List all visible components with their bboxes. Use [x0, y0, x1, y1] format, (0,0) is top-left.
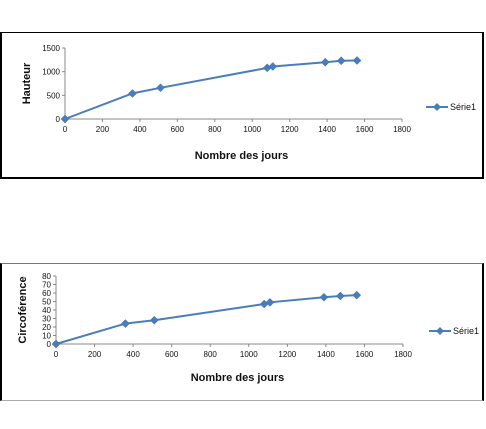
- chart-hauteur-svg: 0 500 1000 1500 0 200 400 600 800 1000 1200 1400 160…: [21, 44, 476, 162]
- y-tick-label: 0: [56, 115, 61, 124]
- legend-label: Série1: [450, 102, 476, 112]
- x-tick-label: 400: [133, 125, 147, 134]
- data-point-marker: [352, 290, 362, 300]
- x-tick-label: 0: [63, 125, 68, 134]
- data-point-marker: [320, 57, 330, 67]
- data-point-marker: [336, 56, 346, 66]
- x-tick-label: 1600: [356, 125, 374, 134]
- series-line: [55, 294, 357, 345]
- data-point-marker: [51, 339, 61, 349]
- chart-hauteur: 0 500 1000 1500 0 200 400 600 800 1000 1200 1400 160…: [0, 32, 484, 179]
- x-tick-label: 1000: [243, 125, 261, 134]
- x-tick-label: 1200: [281, 125, 299, 134]
- x-tick-label: 1400: [317, 350, 335, 359]
- data-point-marker: [60, 114, 70, 124]
- y-tick-label: 20: [42, 323, 51, 332]
- x-tick-label: 600: [165, 350, 179, 359]
- y-axis-title: Hauteur: [21, 62, 33, 104]
- chart-circonference: 0 10 20 30 40 50 60 70 80 0 200 400 600 800 1000 1200 14…: [0, 263, 484, 401]
- x-tick-label: 800: [204, 350, 218, 359]
- y-tick-label: 80: [42, 272, 51, 281]
- x-tick-label: 0: [54, 350, 59, 359]
- x-tick-label: 1800: [394, 350, 412, 359]
- x-tick-label: 800: [208, 125, 222, 134]
- y-tick-label: 70: [42, 281, 51, 290]
- y-tick-label: 50: [42, 298, 51, 307]
- data-point-marker: [156, 83, 165, 93]
- y-tick-label: 40: [42, 306, 51, 315]
- data-point-marker: [128, 89, 137, 98]
- series-line: [64, 59, 358, 120]
- y-axis-title: Circoférence: [17, 276, 29, 343]
- legend-marker: [433, 103, 441, 111]
- y-tick-label: 500: [47, 91, 61, 100]
- data-point-marker: [265, 297, 275, 307]
- y-tick-label: 1000: [42, 68, 60, 77]
- y-tick-label: 0: [47, 340, 52, 349]
- y-tick-label: 60: [42, 289, 51, 298]
- x-tick-label: 600: [171, 125, 185, 134]
- x-tick-label: 200: [96, 125, 110, 134]
- y-tick-label: 30: [42, 315, 51, 324]
- data-point-marker: [268, 62, 278, 71]
- legend-marker: [436, 327, 444, 335]
- y-tick-label: 10: [42, 332, 51, 341]
- data-point-marker: [352, 56, 362, 65]
- y-tick-label: 1500: [42, 44, 60, 53]
- x-tick-label: 1000: [240, 350, 258, 359]
- data-point-marker: [121, 319, 130, 328]
- data-point-marker: [319, 292, 329, 302]
- x-axis-title: Nombre des jours: [191, 372, 285, 384]
- x-tick-label: 200: [88, 350, 102, 359]
- legend-label: Série1: [453, 326, 479, 336]
- data-point-marker: [335, 291, 345, 301]
- x-tick-label: 1400: [318, 125, 336, 134]
- data-point-marker: [149, 315, 159, 325]
- x-axis-title: Nombre des jours: [195, 150, 289, 162]
- x-tick-label: 1200: [278, 350, 296, 359]
- x-tick-label: 400: [126, 350, 140, 359]
- x-tick-label: 1600: [356, 350, 374, 359]
- x-tick-label: 1800: [393, 125, 411, 134]
